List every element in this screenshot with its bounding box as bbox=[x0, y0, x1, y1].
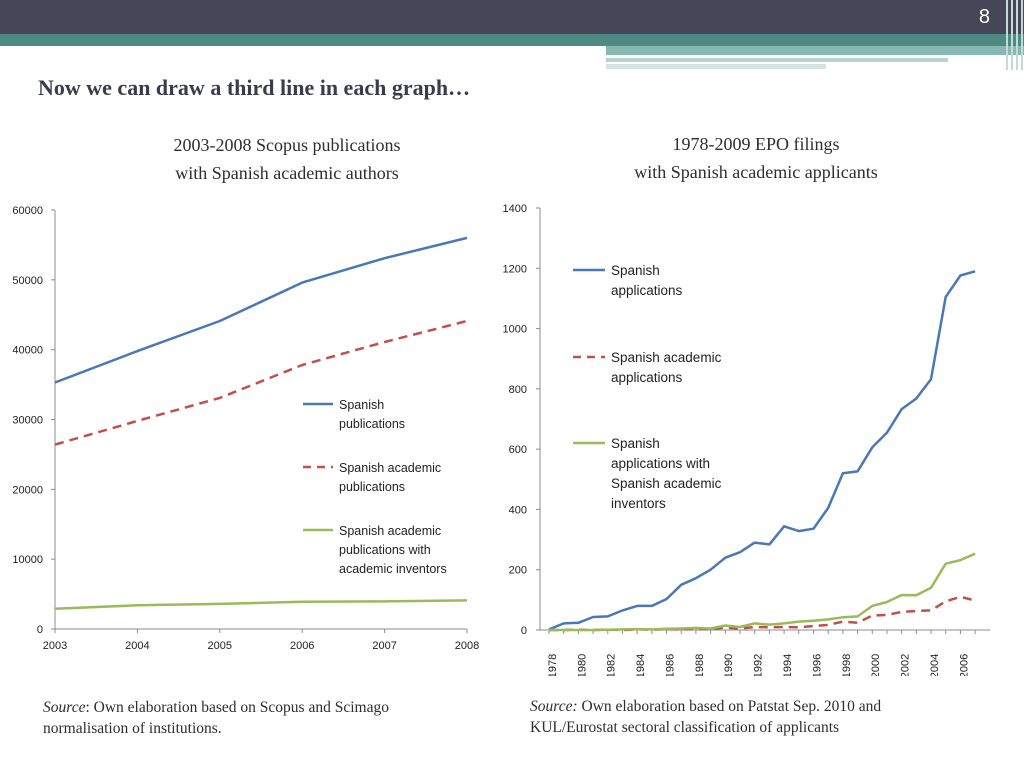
y-tick-label: 50000 bbox=[12, 275, 43, 287]
x-tick-label: 1982 bbox=[606, 654, 618, 676]
x-tick-label: 2000 bbox=[870, 654, 882, 676]
series-line-spanish-applications-with-spanish-academic-inventors bbox=[549, 552, 976, 632]
legend-label: Spanish bbox=[611, 263, 660, 278]
series-line-spanish-academic-applications bbox=[549, 595, 976, 632]
x-tick-label: 1988 bbox=[694, 654, 706, 676]
source-text-line2: normalisation of institutions. bbox=[43, 720, 222, 737]
legend-label: Spanish academic bbox=[611, 350, 722, 365]
y-tick-label: 600 bbox=[509, 444, 527, 456]
legend-label: Spanish bbox=[611, 436, 660, 451]
x-tick-label: 2005 bbox=[208, 640, 232, 652]
source-label: Source bbox=[43, 699, 86, 716]
y-tick-label: 10000 bbox=[12, 554, 43, 566]
series-line-spanish-publications bbox=[54, 236, 468, 384]
source-text-line2: KUL/Eurostat sectoral classification of … bbox=[530, 719, 840, 736]
y-tick-label: 1400 bbox=[503, 203, 527, 215]
right-source-note: Source: Own elaboration based on Patstat… bbox=[530, 696, 881, 738]
decorative-stripe bbox=[606, 64, 826, 69]
slide-title: Now we can draw a third line in each gra… bbox=[38, 75, 471, 100]
source-label: Source: bbox=[530, 698, 578, 715]
y-tick-label: 20000 bbox=[12, 484, 43, 496]
left-chart-title-line2: with Spanish academic authors bbox=[175, 163, 399, 183]
x-tick-label: 2004 bbox=[929, 654, 941, 676]
y-tick-label: 0 bbox=[521, 625, 527, 637]
decorative-vertical-bars bbox=[1004, 0, 1024, 70]
x-tick-label: 2004 bbox=[125, 640, 149, 652]
x-tick-label: 1978 bbox=[547, 654, 559, 676]
source-text: Own elaboration based on Patstat Sep. 20… bbox=[577, 698, 882, 715]
source-text: : Own elaboration based on Scopus and Sc… bbox=[85, 699, 389, 716]
x-tick-label: 1994 bbox=[782, 654, 794, 676]
legend-label: inventors bbox=[611, 496, 666, 511]
scopus-publications-chart: 0 10000 20000 30000 40000 50000 60000 2003 2004 2… bbox=[12, 205, 479, 652]
legend-label: academic inventors bbox=[339, 562, 447, 576]
y-tick-label: 200 bbox=[509, 565, 527, 577]
x-tick-label: 1990 bbox=[723, 654, 735, 676]
legend-label: publications bbox=[339, 417, 405, 431]
y-tick-label: 400 bbox=[509, 504, 527, 516]
x-tick-label: 2006 bbox=[290, 640, 314, 652]
legend-label: Spanish academic bbox=[339, 524, 441, 538]
x-tick-label: 1980 bbox=[576, 654, 588, 676]
x-tick-label: 1998 bbox=[841, 654, 853, 676]
x-tick-label: 1986 bbox=[664, 654, 676, 676]
decorative-stripe bbox=[606, 46, 1024, 55]
legend-label: Spanish academic bbox=[339, 461, 441, 475]
x-tick-label: 2002 bbox=[900, 654, 912, 676]
series-line-spanish-applications bbox=[548, 270, 976, 631]
epo-filings-chart: 0 200 400 600 800 1000 1200 1400 1978 1980 1982 198… bbox=[503, 203, 990, 676]
right-chart-title-line2: with Spanish academic applicants bbox=[634, 162, 878, 182]
legend-label: publications with bbox=[339, 543, 431, 557]
left-chart-title-line1: 2003-2008 Scopus publications bbox=[173, 135, 401, 155]
header-bar bbox=[0, 0, 1024, 34]
header-accent-band bbox=[0, 34, 1024, 46]
legend-label: Spanish academic bbox=[611, 476, 722, 491]
series-line-spanish-academic-publications bbox=[54, 319, 468, 446]
decorative-stripe bbox=[606, 58, 948, 62]
legend-label: publications bbox=[339, 480, 405, 494]
x-tick-label: 2006 bbox=[958, 654, 970, 676]
x-tick-label: 1984 bbox=[635, 654, 647, 676]
legend-label: applications with bbox=[611, 456, 710, 471]
left-source-note: Source: Own elaboration based on Scopus … bbox=[43, 697, 389, 739]
x-tick-label: 2008 bbox=[455, 640, 479, 652]
right-chart-title-line1: 1978-2009 EPO filings bbox=[672, 134, 840, 154]
y-tick-label: 800 bbox=[509, 384, 527, 396]
page-number: 8 bbox=[978, 6, 990, 28]
y-tick-label: 30000 bbox=[12, 415, 43, 427]
x-tick-label: 2003 bbox=[43, 640, 67, 652]
legend-label: applications bbox=[611, 283, 683, 298]
series-line-spanish-academic-publications-with-academic-inventors bbox=[54, 599, 468, 610]
x-tick-label: 2007 bbox=[372, 640, 396, 652]
y-tick-label: 40000 bbox=[12, 345, 43, 357]
x-tick-label: 1996 bbox=[811, 654, 823, 676]
legend-label: Spanish bbox=[339, 398, 384, 412]
legend-label: applications bbox=[611, 370, 683, 385]
y-tick-label: 1200 bbox=[503, 263, 527, 275]
y-tick-label: 1000 bbox=[503, 324, 527, 336]
y-tick-label: 0 bbox=[37, 624, 43, 636]
x-tick-label: 1992 bbox=[753, 654, 765, 676]
right-chart-title: 1978-2009 EPO filings with Spanish acade… bbox=[578, 130, 934, 186]
left-chart-title: 2003-2008 Scopus publications with Spani… bbox=[120, 131, 454, 187]
y-tick-label: 60000 bbox=[12, 205, 43, 217]
